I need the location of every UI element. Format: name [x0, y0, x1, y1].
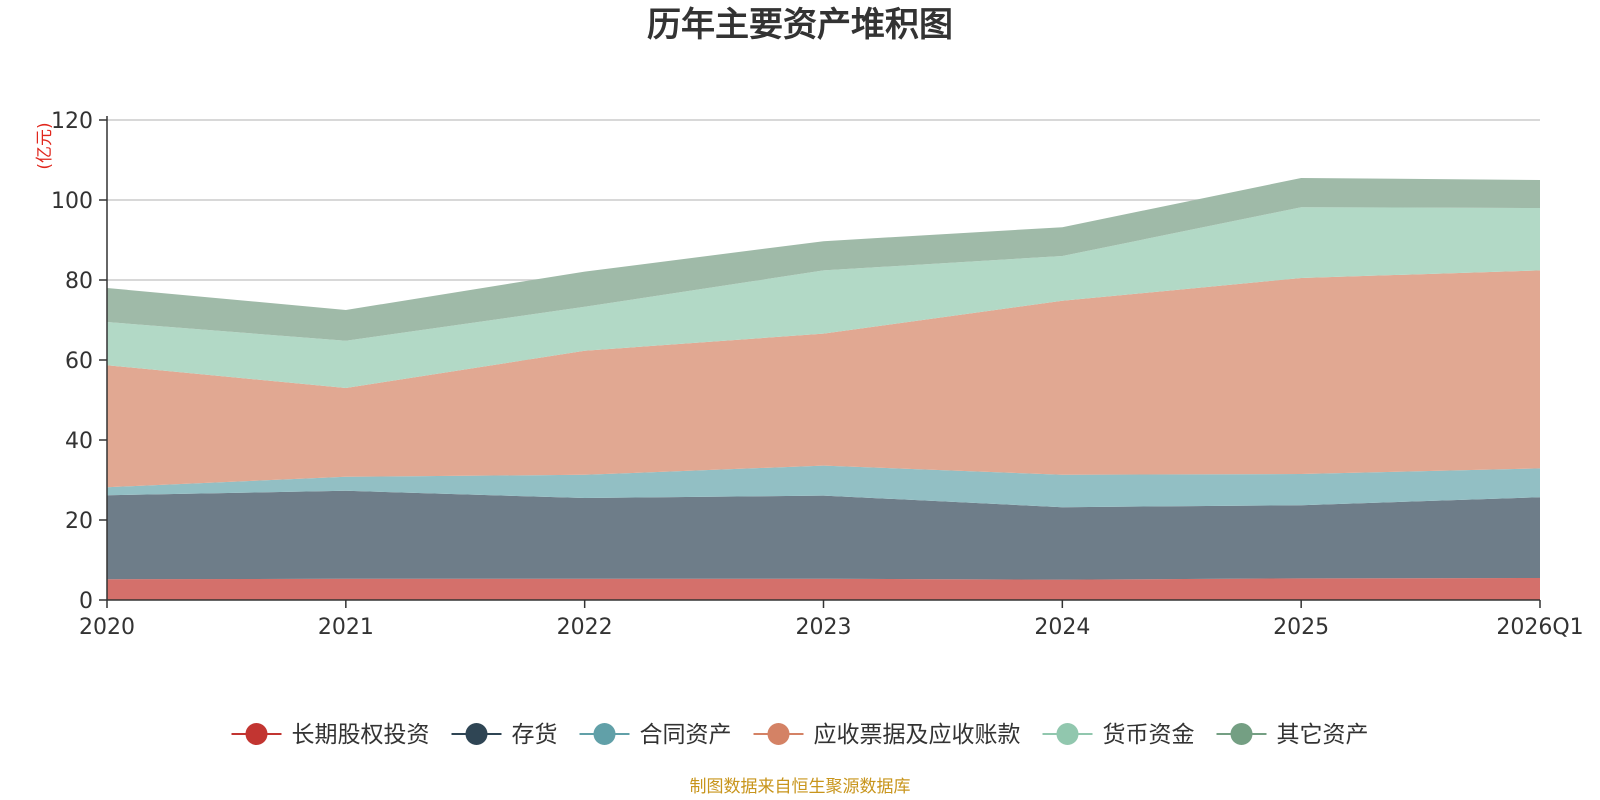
legend-item-4[interactable]: 货币资金	[1042, 722, 1195, 748]
legend-marker-dot	[767, 723, 790, 745]
area-series-1[interactable]	[107, 490, 1540, 580]
y-tick-label: 100	[51, 189, 93, 214]
legend[interactable]: 长期股权投资 存货 合同资产 应收票据及应收账款 货币资金 其它资产	[231, 722, 1369, 748]
x-tick-label: 2020	[79, 615, 135, 640]
x-tick-label: 2021	[318, 615, 374, 640]
y-tick-label: 80	[65, 269, 93, 294]
legend-label: 其它资产	[1277, 722, 1369, 748]
legend-label: 货币资金	[1103, 722, 1195, 748]
y-tick-label: 0	[79, 589, 93, 614]
legend-marker-dot	[465, 723, 488, 745]
x-tick-label: 2024	[1034, 615, 1090, 640]
legend-item-0[interactable]: 长期股权投资	[231, 722, 430, 748]
area-series-3[interactable]	[107, 270, 1540, 488]
chart-title: 历年主要资产堆积图	[647, 5, 953, 45]
x-tick-label: 2022	[557, 615, 613, 640]
legend-label: 合同资产	[640, 722, 732, 748]
legend-item-5[interactable]: 其它资产	[1216, 722, 1369, 748]
y-tick-label: 60	[65, 349, 93, 374]
y-axis-unit-label: (亿元)	[35, 122, 55, 169]
y-tick-label: 120	[51, 109, 93, 134]
legend-marker-dot	[1056, 723, 1079, 745]
legend-item-2[interactable]: 合同资产	[579, 722, 732, 748]
axes: 0 20 40 60 80 100 120 2020 2021 2022 2023 2024 2025 2…	[51, 109, 1584, 640]
x-tick-label: 2026Q1	[1496, 615, 1583, 640]
y-tick-label: 40	[65, 429, 93, 454]
x-tick-label: 2025	[1273, 615, 1329, 640]
legend-marker-dot	[593, 723, 616, 745]
legend-label: 存货	[512, 722, 558, 748]
area-series-layer	[107, 178, 1540, 600]
area-series-4[interactable]	[107, 207, 1540, 388]
area-series-5[interactable]	[107, 178, 1540, 341]
legend-item-3[interactable]: 应收票据及应收账款	[753, 722, 1021, 748]
source-note: 制图数据来自恒生聚源数据库	[690, 777, 911, 797]
x-tick-label: 2023	[796, 615, 852, 640]
y-tick-label: 20	[65, 509, 93, 534]
legend-marker-dot	[245, 723, 268, 745]
area-series-2[interactable]	[107, 465, 1540, 508]
legend-label: 应收票据及应收账款	[814, 722, 1021, 748]
legend-item-1[interactable]: 存货	[451, 722, 558, 748]
legend-marker-dot	[1230, 723, 1253, 745]
area-series-0[interactable]	[107, 578, 1540, 600]
legend-label: 长期股权投资	[292, 722, 430, 748]
